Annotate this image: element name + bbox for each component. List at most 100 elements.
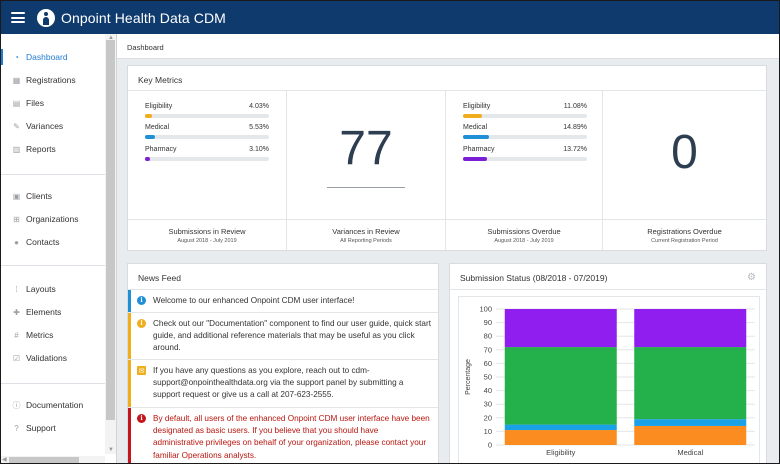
panel-title: Submission Status (08/2018 - 07/2019) xyxy=(460,273,608,283)
news-item-danger: i By default, all users of the enhanced O… xyxy=(128,408,438,463)
y-tick-label: 0 xyxy=(488,441,492,450)
sidebar-item-layouts[interactable]: ⁞ Layouts xyxy=(1,279,105,299)
sidebar-item-clients[interactable]: ▣ Clients xyxy=(1,186,105,206)
submission-status-chart: 0 10 20 30 40 50 60 70 80 90 100 Percentage Eligibil… xyxy=(458,296,760,463)
horizontal-scrollbar-thumb[interactable] xyxy=(9,457,79,463)
bar-segment[interactable] xyxy=(634,425,747,445)
card-footer: Submissions Overdue August 2018 - July 2… xyxy=(446,219,602,250)
progress-fill xyxy=(145,114,152,118)
news-accent-bar xyxy=(128,313,131,359)
news-accent-bar xyxy=(128,290,131,312)
sidebar-item-registrations[interactable]: ▦ Registrations xyxy=(1,70,105,90)
sidebar-item-documentation[interactable]: ⓘ Documentation xyxy=(1,395,105,415)
sidebar-horizontal-scrollbar[interactable]: ◀ xyxy=(1,456,105,463)
metric-label: Pharmacy xyxy=(463,146,495,153)
sidebar-item-label: Contacts xyxy=(26,237,60,247)
sidebar-item-dashboard[interactable]: ◔ Dashboard xyxy=(1,47,105,67)
metric-label: Medical xyxy=(145,124,170,131)
top-nav-bar: Onpoint Health Data CDM xyxy=(1,1,779,34)
hamburger-icon[interactable] xyxy=(11,12,25,23)
submissions-overdue-card[interactable]: Eligibility 11.08% Medical 14.89% Pharmacy 13… xyxy=(446,91,603,250)
metric-percent: 3.10% xyxy=(249,146,269,153)
x-tick-label: Eligibility xyxy=(546,448,575,457)
registrations-overdue-card[interactable]: 0 Registrations Overdue Current Registra… xyxy=(603,91,766,250)
sidebar-scrollbar[interactable]: ▲ ▼ xyxy=(105,34,116,454)
y-tick-label: 90 xyxy=(484,318,492,327)
metric-label: Eligibility xyxy=(463,103,491,110)
y-tick-label: 20 xyxy=(484,413,492,422)
y-tick-label: 60 xyxy=(484,359,492,368)
sidebar-item-label: Validations xyxy=(26,353,67,363)
card-title: Submissions Overdue xyxy=(487,227,561,236)
bar-segment[interactable] xyxy=(634,419,747,426)
variances-in-review-card[interactable]: 77 Variances in Review All Reporting Per… xyxy=(287,91,446,250)
news-item-warning: i Check out our "Documentation" component… xyxy=(128,313,438,360)
gear-icon[interactable]: ⚙ xyxy=(747,272,756,283)
sidebar-item-reports[interactable]: ▥ Reports xyxy=(1,139,105,159)
sidebar-item-support[interactable]: ? Support xyxy=(1,418,105,438)
news-accent-bar xyxy=(128,408,131,463)
bar-segment[interactable] xyxy=(504,424,617,431)
news-item-mail: ✉ If you have any questions as you explor… xyxy=(128,360,438,408)
sidebar-divider xyxy=(1,383,105,384)
progress-track xyxy=(463,135,587,139)
bar-segment[interactable] xyxy=(634,309,747,348)
progress-fill xyxy=(145,157,151,161)
sidebar-item-elements[interactable]: ✚ Elements xyxy=(1,302,105,322)
sidebar-item-validations[interactable]: ☑ Validations xyxy=(1,348,105,368)
registrations-overdue-count: 0 xyxy=(671,126,698,179)
y-tick-label: 50 xyxy=(484,373,492,382)
news-item-info: i Welcome to our enhanced Onpoint CDM use… xyxy=(128,290,438,313)
onpoint-logo[interactable] xyxy=(37,8,55,27)
info-icon: i xyxy=(137,296,146,305)
sidebar-item-contacts[interactable]: ● Contacts xyxy=(1,232,105,252)
scrollbar-thumb[interactable] xyxy=(106,40,115,420)
sidebar-item-variances[interactable]: ✎ Variances xyxy=(1,116,105,136)
sidebar-item-label: Elements xyxy=(26,307,62,317)
sidebar-item-metrics[interactable]: # Metrics xyxy=(1,325,105,345)
news-text: Welcome to our enhanced Onpoint CDM user… xyxy=(153,296,355,305)
question-circle-icon: ? xyxy=(14,423,19,433)
card-title: Variances in Review xyxy=(332,227,400,236)
panel-title: News Feed xyxy=(138,273,181,283)
scroll-down-arrow-icon[interactable]: ▼ xyxy=(108,447,114,453)
bar-segment[interactable] xyxy=(634,347,747,420)
bar-segment[interactable] xyxy=(504,309,617,348)
metric-percent: 13.72% xyxy=(563,146,587,153)
sidebar-item-label: Reports xyxy=(26,144,56,154)
metric-percent: 11.08% xyxy=(563,103,587,110)
sidebar-divider xyxy=(1,265,105,266)
y-tick-label: 80 xyxy=(484,332,492,341)
sidebar-item-label: Organizations xyxy=(26,214,79,224)
news-text: If you have any questions as you explore… xyxy=(153,366,404,400)
breadcrumb-bar: Dashboard xyxy=(117,34,779,59)
sidebar-item-label: Documentation xyxy=(26,400,84,410)
sidebar-item-label: Clients xyxy=(26,191,52,201)
y-tick-label: 10 xyxy=(484,427,492,436)
progress-fill xyxy=(463,135,489,139)
news-feed-header: News Feed xyxy=(128,264,438,290)
envelope-icon: ✉ xyxy=(137,366,146,375)
scroll-left-arrow-icon[interactable]: ◀ xyxy=(2,457,7,463)
bar-segment[interactable] xyxy=(504,430,617,445)
news-text: By default, all users of the enhanced On… xyxy=(153,414,430,460)
pencil-icon: ✎ xyxy=(13,121,20,131)
scroll-up-arrow-icon[interactable]: ▲ xyxy=(108,35,114,41)
app-title: Onpoint Health Data CDM xyxy=(61,9,226,26)
submissions-in-review-card[interactable]: Eligibility 4.03% Medical 5.53% Pharmacy 3.10… xyxy=(128,91,287,250)
card-subtitle: August 2018 - July 2019 xyxy=(494,238,554,244)
sidebar: ◔ Dashboard ▦ Registrations ▤ Files ✎ Variances… xyxy=(1,34,117,463)
card-subtitle: All Reporting Periods xyxy=(340,238,392,244)
bar-segment[interactable] xyxy=(504,347,617,425)
sidebar-item-label: Metrics xyxy=(26,330,54,340)
sidebar-item-files[interactable]: ▤ Files xyxy=(1,93,105,113)
sidebar-item-organizations[interactable]: ⊞ Organizations xyxy=(1,209,105,229)
building-icon: ▣ xyxy=(12,191,21,201)
progress-track xyxy=(463,114,587,118)
breadcrumb[interactable]: Dashboard xyxy=(127,43,164,52)
y-tick-label: 40 xyxy=(484,386,492,395)
submission-status-panel: Submission Status (08/2018 - 07/2019) ⚙ … xyxy=(449,263,767,463)
sidebar-item-label: Layouts xyxy=(26,284,56,294)
info-icon: i xyxy=(137,319,146,328)
